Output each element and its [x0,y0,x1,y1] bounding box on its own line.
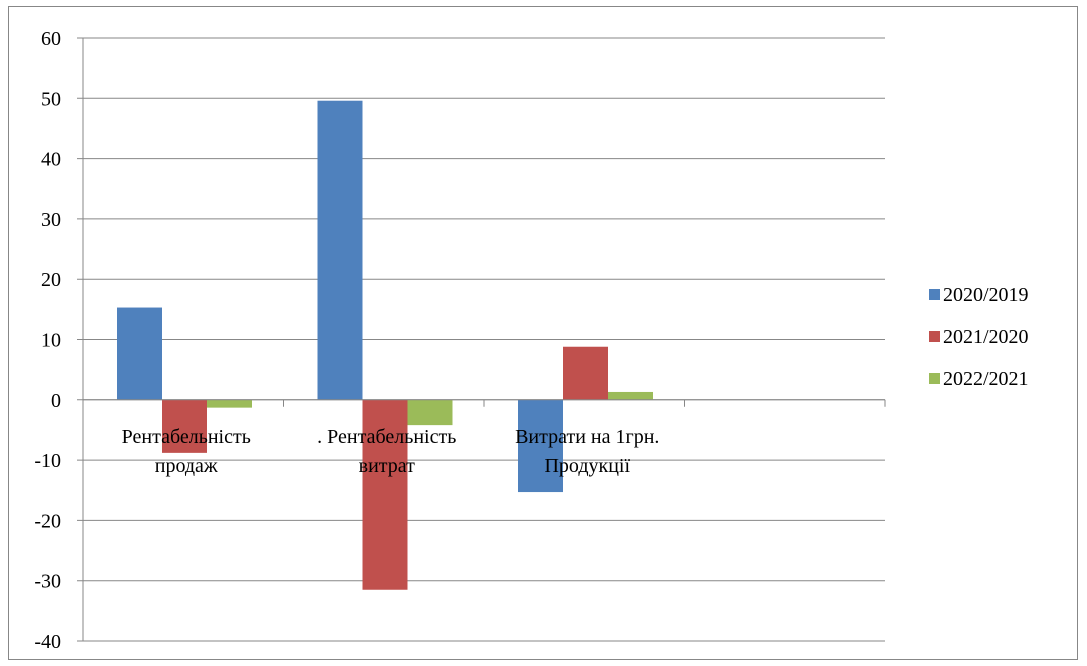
category-label: . Рентабельність [317,426,456,448]
category-label: Продукції [544,455,630,477]
bar [518,399,563,493]
bar [162,399,207,453]
y-tick-label: -30 [34,571,61,593]
axes [82,38,886,641]
y-tick-label: 0 [51,390,61,412]
bar [563,346,608,400]
legend-label: 2020/2019 [943,284,1029,306]
bar [117,307,162,400]
category-label: Витрати на 1грн. [515,426,659,448]
category-labels: Рентабельність продаж . Рентабельність витр… [122,426,660,477]
y-tick-labels: 60 50 40 30 20 10 0 -10 -20 -30 -40 [34,28,61,653]
category-label: продаж [155,455,218,477]
category-label: Рентабельність [122,426,251,448]
y-tick-label: -40 [34,631,61,653]
y-tick-label: -10 [34,450,61,472]
gridlines [77,37,885,642]
legend-swatch [929,373,940,384]
bar [362,399,408,590]
bar [608,391,653,400]
y-tick-label: 60 [41,28,61,50]
chart-frame [8,6,1078,660]
y-tick-label: 10 [41,330,61,352]
legend: 2020/2019 2021/2020 2022/2021 [929,284,1029,390]
y-tick-label: 40 [41,149,61,171]
category-label: витрат [359,455,415,477]
legend-swatch [929,331,940,342]
legend-label: 2021/2020 [943,326,1029,348]
legend-label: 2022/2021 [943,368,1029,390]
y-tick-label: 50 [41,88,61,110]
legend-swatch [929,289,940,300]
bar [207,399,252,408]
bar [407,399,453,426]
y-tick-label: -20 [34,510,61,532]
bars [117,100,653,590]
y-tick-label: 20 [41,269,61,291]
bar [317,100,363,400]
y-tick-label: 30 [41,209,61,231]
